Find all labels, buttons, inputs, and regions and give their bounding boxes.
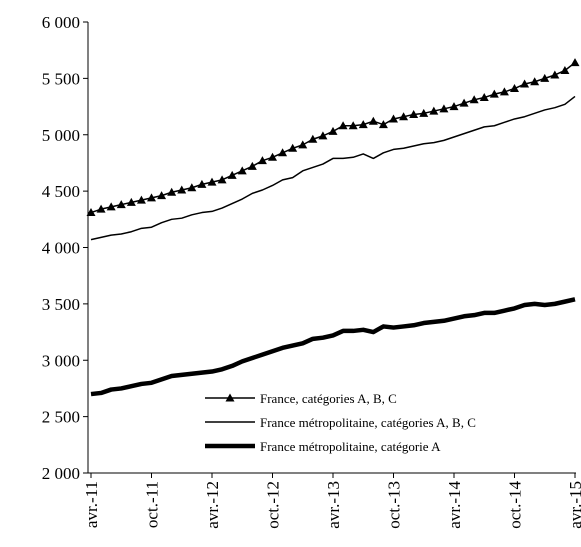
legend-box xyxy=(199,384,547,460)
marker xyxy=(157,191,167,200)
marker xyxy=(197,179,207,188)
legend-label: France métropolitaine, catégorie A xyxy=(260,439,441,454)
y-tick-label: 2 000 xyxy=(42,464,80,483)
marker xyxy=(268,152,277,161)
marker xyxy=(177,185,187,194)
marker xyxy=(288,143,298,152)
marker xyxy=(520,79,530,88)
marker xyxy=(348,121,358,130)
marker xyxy=(187,183,197,192)
marker xyxy=(247,161,257,170)
marker xyxy=(409,109,419,118)
series-line xyxy=(90,297,576,397)
marker xyxy=(167,187,177,196)
y-tick-label: 6 000 xyxy=(42,13,80,32)
series-line xyxy=(90,95,576,241)
marker xyxy=(126,197,136,206)
x-tick-label: avr.-12 xyxy=(203,481,222,529)
marker xyxy=(399,112,409,121)
marker xyxy=(389,114,398,123)
y-tick-label: 2 500 xyxy=(42,408,80,427)
marker xyxy=(530,77,540,86)
x-tick-label: avr.-13 xyxy=(324,481,343,529)
series-line xyxy=(90,61,576,214)
marker xyxy=(278,148,288,157)
marker xyxy=(368,116,378,125)
y-tick-label: 5 000 xyxy=(42,126,80,145)
marker xyxy=(449,102,459,111)
x-tick-label: avr.-15 xyxy=(566,481,581,529)
x-tick-label: oct.-13 xyxy=(385,481,404,529)
marker xyxy=(499,87,509,96)
marker xyxy=(510,84,519,93)
marker xyxy=(429,106,439,115)
marker xyxy=(540,73,550,82)
marker xyxy=(378,120,388,129)
marker xyxy=(298,140,308,149)
x-tick-label: avr.-14 xyxy=(445,481,464,529)
marker xyxy=(96,204,106,213)
marker xyxy=(489,89,499,98)
marker xyxy=(106,202,116,211)
marker xyxy=(147,193,156,202)
marker xyxy=(237,166,247,175)
legend-marker xyxy=(225,393,235,402)
marker xyxy=(217,175,227,184)
marker xyxy=(550,70,560,79)
marker xyxy=(308,134,318,143)
marker xyxy=(207,177,217,186)
marker xyxy=(257,156,267,165)
marker xyxy=(136,195,146,204)
marker xyxy=(86,208,96,217)
x-tick-label: oct.-14 xyxy=(506,481,525,529)
marker xyxy=(116,200,126,209)
x-tick-label: avr.-11 xyxy=(82,481,101,528)
y-tick-label: 5 500 xyxy=(42,69,80,88)
y-tick-label: 3 500 xyxy=(42,295,80,314)
x-tick-label: oct.-12 xyxy=(264,481,283,529)
y-tick-label: 4 500 xyxy=(42,182,80,201)
legend-label: France métropolitaine, catégories A, B, … xyxy=(260,415,476,430)
marker xyxy=(358,120,368,129)
marker xyxy=(328,126,338,135)
y-tick-label: 4 000 xyxy=(42,239,80,258)
marker xyxy=(439,104,449,113)
y-tick-label: 3 000 xyxy=(42,351,80,370)
marker xyxy=(419,108,429,117)
marker xyxy=(459,98,469,107)
marker xyxy=(479,93,489,102)
marker xyxy=(318,131,328,140)
marker xyxy=(560,65,570,74)
x-tick-label: oct.-11 xyxy=(143,481,162,528)
legend-label: France, catégories A, B, C xyxy=(260,391,397,406)
marker xyxy=(227,170,237,179)
marker xyxy=(570,58,580,67)
marker xyxy=(338,121,348,130)
marker xyxy=(469,95,479,104)
